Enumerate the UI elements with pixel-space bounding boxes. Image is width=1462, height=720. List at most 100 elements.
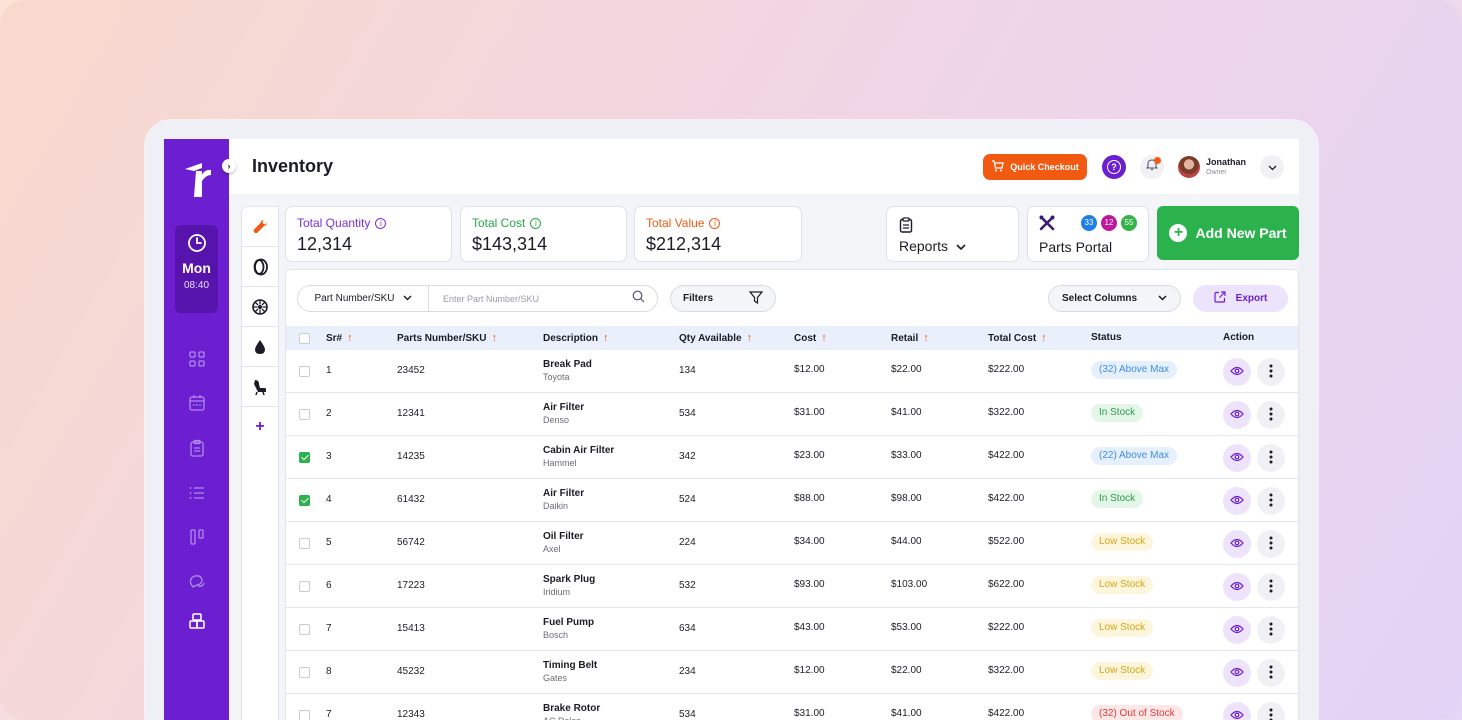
row-total-cost: $322.00 [988, 407, 1025, 418]
stat-total-value: Total Value i $212,314 [634, 206, 802, 262]
column-sku[interactable]: Parts Number/SKU ↑ [397, 332, 497, 344]
table-row[interactable]: 7 15413 Fuel Pump Bosch 634 $43.00 $53.00 $222.… [286, 608, 1298, 651]
column-qty[interactable]: Qty Available ↑ [679, 332, 753, 344]
user-menu-button[interactable] [1260, 155, 1284, 179]
row-total-cost: $422.00 [988, 493, 1025, 504]
clock-widget[interactable]: Mon 08:40 [175, 225, 218, 313]
user-role: Owner [1206, 169, 1227, 176]
more-actions-button[interactable] [1257, 444, 1285, 472]
table-row[interactable]: 6 17223 Spark Plug Iridium 532 $93.00 $103.00 $… [286, 565, 1298, 608]
column-cost[interactable]: Cost ↑ [794, 332, 827, 344]
more-actions-button[interactable] [1257, 702, 1285, 720]
category-rail: + [241, 206, 279, 720]
calendar-icon[interactable] [188, 394, 206, 412]
sort-arrow-icon: ↑ [923, 332, 929, 344]
info-icon[interactable]: i [709, 217, 721, 229]
select-columns-dropdown[interactable]: Select Columns [1048, 285, 1181, 312]
export-button[interactable]: Export [1193, 285, 1288, 312]
row-part-name: Brake Rotor [543, 703, 601, 714]
row-part-name: Cabin Air Filter [543, 445, 615, 456]
view-button[interactable] [1223, 444, 1251, 472]
sidebar: Mon 08:40 [164, 139, 229, 720]
row-qty: 342 [679, 451, 696, 462]
view-button[interactable] [1223, 573, 1251, 601]
table-row[interactable]: 7 12343 Brake Rotor AC Delco 534 $31.00 $41.00… [286, 694, 1298, 720]
table-row[interactable]: 3 14235 Cabin Air Filter Hammel 342 $23.00 $33… [286, 436, 1298, 479]
row-part-brand: Hammel [543, 458, 577, 468]
category-fluids[interactable] [242, 327, 278, 367]
more-actions-button[interactable] [1257, 358, 1285, 386]
view-button[interactable] [1223, 702, 1251, 720]
help-button[interactable]: ? [1102, 155, 1126, 179]
notifications-button[interactable] [1140, 155, 1164, 179]
row-qty: 634 [679, 623, 696, 634]
status-badge: Low Stock [1091, 533, 1154, 551]
table-row[interactable]: 4 61432 Air Filter Daikin 524 $88.00 $98.00 $42… [286, 479, 1298, 522]
view-button[interactable] [1223, 659, 1251, 687]
table-row[interactable]: 8 45232 Timing Belt Gates 234 $12.00 $22.00 $32… [286, 651, 1298, 694]
kanban-icon[interactable] [188, 528, 206, 546]
portal-badge-magenta: 12 [1101, 215, 1117, 231]
category-accessories[interactable] [242, 367, 278, 407]
table-row[interactable]: 5 56742 Oil Filter Axel 224 $34.00 $44.00 $522.… [286, 522, 1298, 565]
more-actions-button[interactable] [1257, 487, 1285, 515]
row-checkbox[interactable] [299, 409, 310, 420]
column-description[interactable]: Description ↑ [543, 332, 609, 344]
table-row[interactable]: 2 12341 Air Filter Denso 534 $31.00 $41.00 $322… [286, 393, 1298, 436]
view-button[interactable] [1223, 401, 1251, 429]
more-actions-button[interactable] [1257, 401, 1285, 429]
select-all-checkbox[interactable] [299, 333, 310, 344]
column-sr[interactable]: Sr# ↑ [326, 332, 353, 344]
column-total-cost[interactable]: Total Cost ↑ [988, 332, 1047, 344]
quick-checkout-button[interactable]: Quick Checkout [983, 154, 1087, 180]
row-sku: 12343 [397, 709, 425, 720]
row-checkbox[interactable] [299, 366, 310, 377]
chat-icon[interactable] [188, 572, 206, 590]
column-retail[interactable]: Retail ↑ [891, 332, 929, 344]
total-value-label: Total Value [646, 216, 705, 230]
search-input[interactable] [429, 293, 632, 304]
reports-dropdown[interactable]: Reports [886, 206, 1019, 262]
row-cost: $31.00 [794, 708, 825, 719]
category-tires[interactable] [242, 247, 278, 287]
category-wheels[interactable] [242, 287, 278, 327]
table-row[interactable]: 1 23452 Break Pad Toyota 134 $12.00 $22.00 $222… [286, 350, 1298, 393]
search-icon[interactable] [632, 290, 645, 308]
wrench-icon [253, 219, 267, 233]
filters-button[interactable]: Filters [670, 285, 776, 312]
row-checkbox[interactable] [299, 667, 310, 678]
row-checkbox[interactable] [299, 452, 310, 463]
info-icon[interactable]: i [530, 217, 542, 229]
avatar[interactable] [1178, 156, 1200, 178]
category-tools[interactable] [242, 207, 278, 247]
row-checkbox[interactable] [299, 495, 310, 506]
eye-icon [1230, 581, 1244, 594]
info-icon[interactable]: i [375, 217, 387, 229]
grid-icon[interactable] [188, 350, 206, 368]
add-category-button[interactable]: + [255, 418, 265, 435]
list-icon[interactable] [188, 484, 206, 502]
view-button[interactable] [1223, 358, 1251, 386]
sidebar-collapse-button[interactable]: › [222, 159, 236, 173]
app-logo[interactable] [180, 159, 214, 201]
row-total-cost: $522.00 [988, 536, 1025, 547]
more-actions-button[interactable] [1257, 573, 1285, 601]
row-checkbox[interactable] [299, 581, 310, 592]
clipboard-icon[interactable] [188, 439, 206, 457]
more-actions-button[interactable] [1257, 616, 1285, 644]
add-new-part-button[interactable]: + Add New Part [1157, 206, 1299, 260]
parts-portal-card[interactable]: 33 12 55 Parts Portal [1027, 206, 1149, 262]
view-button[interactable] [1223, 487, 1251, 515]
row-part-name: Break Pad [543, 359, 592, 370]
view-button[interactable] [1223, 530, 1251, 558]
eye-icon [1230, 409, 1244, 422]
row-checkbox[interactable] [299, 710, 310, 720]
view-button[interactable] [1223, 616, 1251, 644]
more-actions-button[interactable] [1257, 659, 1285, 687]
search-type-select[interactable]: Part Number/SKU [298, 286, 429, 311]
row-checkbox[interactable] [299, 538, 310, 549]
row-checkbox[interactable] [299, 624, 310, 635]
boxes-icon[interactable] [188, 612, 206, 630]
row-qty: 134 [679, 365, 696, 376]
more-actions-button[interactable] [1257, 530, 1285, 558]
